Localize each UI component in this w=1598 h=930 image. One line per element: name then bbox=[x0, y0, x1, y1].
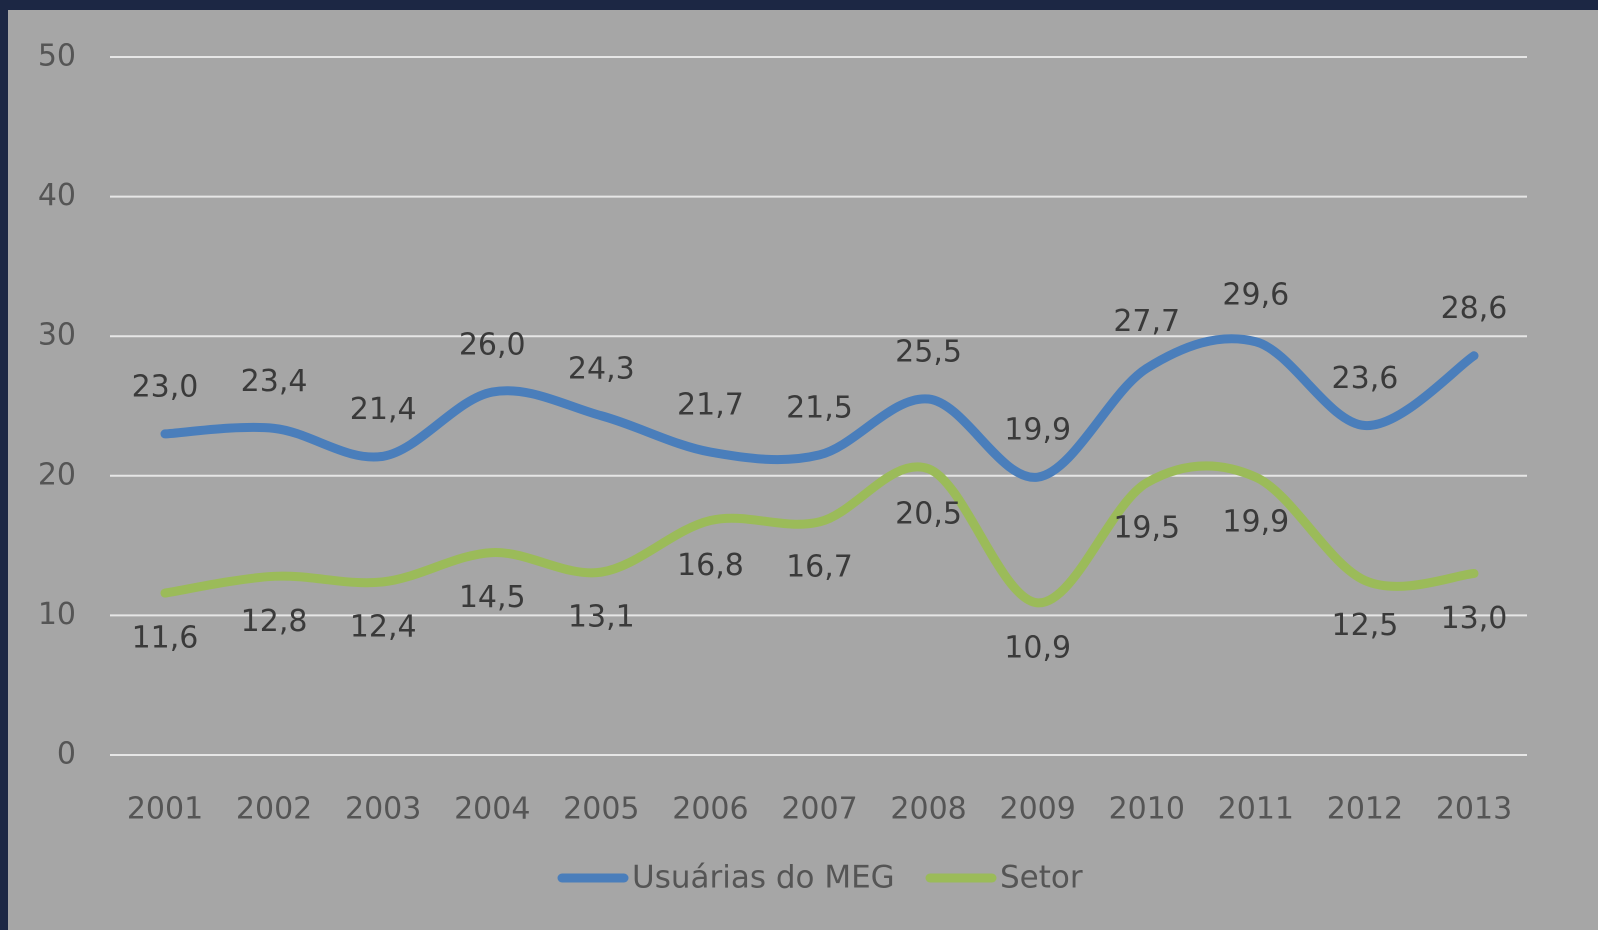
data-label: 11,6 bbox=[132, 621, 199, 656]
data-label: 21,7 bbox=[677, 388, 744, 423]
data-label: 13,0 bbox=[1441, 601, 1508, 636]
data-label: 12,4 bbox=[350, 609, 417, 644]
data-label: 24,3 bbox=[568, 351, 635, 386]
legend-label: Setor bbox=[1000, 860, 1083, 896]
x-tick-label: 2001 bbox=[127, 792, 203, 827]
y-tick-label: 30 bbox=[38, 318, 76, 353]
y-tick-label: 40 bbox=[38, 178, 76, 213]
data-label: 19,9 bbox=[1222, 505, 1289, 540]
x-tick-label: 2007 bbox=[781, 792, 857, 827]
data-label: 13,1 bbox=[568, 600, 635, 635]
data-label: 25,5 bbox=[895, 335, 962, 370]
data-label: 27,7 bbox=[1113, 304, 1180, 339]
x-tick-label: 2003 bbox=[345, 792, 421, 827]
data-label: 23,6 bbox=[1332, 361, 1399, 396]
x-tick-label: 2012 bbox=[1327, 792, 1403, 827]
x-tick-label: 2009 bbox=[999, 792, 1075, 827]
data-label: 10,9 bbox=[1004, 630, 1071, 665]
x-tick-label: 2005 bbox=[563, 792, 639, 827]
data-label: 12,5 bbox=[1332, 608, 1399, 643]
x-tick-label: 2010 bbox=[1109, 792, 1185, 827]
data-label: 21,4 bbox=[350, 392, 417, 427]
data-label: 23,0 bbox=[132, 369, 199, 404]
data-label: 28,6 bbox=[1441, 291, 1508, 326]
data-label: 16,7 bbox=[786, 549, 853, 584]
y-tick-label: 10 bbox=[38, 597, 76, 632]
x-tick-label: 2006 bbox=[672, 792, 748, 827]
y-tick-label: 20 bbox=[38, 457, 76, 492]
data-label: 19,9 bbox=[1004, 413, 1071, 448]
series-line bbox=[160, 461, 1479, 608]
data-label: 12,8 bbox=[241, 604, 308, 639]
data-label: 14,5 bbox=[459, 580, 526, 615]
x-tick-label: 2011 bbox=[1218, 792, 1294, 827]
data-label: 19,5 bbox=[1113, 510, 1180, 545]
y-tick-label: 0 bbox=[57, 737, 76, 772]
series-line bbox=[160, 334, 1479, 482]
data-label: 26,0 bbox=[459, 328, 526, 363]
x-tick-label: 2004 bbox=[454, 792, 530, 827]
x-tick-label: 2008 bbox=[890, 792, 966, 827]
x-tick-label: 2013 bbox=[1436, 792, 1512, 827]
data-label: 16,8 bbox=[677, 548, 744, 583]
data-label: 20,5 bbox=[895, 496, 962, 531]
y-tick-label: 50 bbox=[38, 39, 76, 74]
data-label: 29,6 bbox=[1222, 277, 1289, 312]
data-label: 21,5 bbox=[786, 390, 853, 425]
x-tick-label: 2002 bbox=[236, 792, 312, 827]
data-label: 23,4 bbox=[241, 364, 308, 399]
chart-area bbox=[8, 10, 1598, 930]
legend-label: Usuárias do MEG bbox=[632, 860, 895, 896]
